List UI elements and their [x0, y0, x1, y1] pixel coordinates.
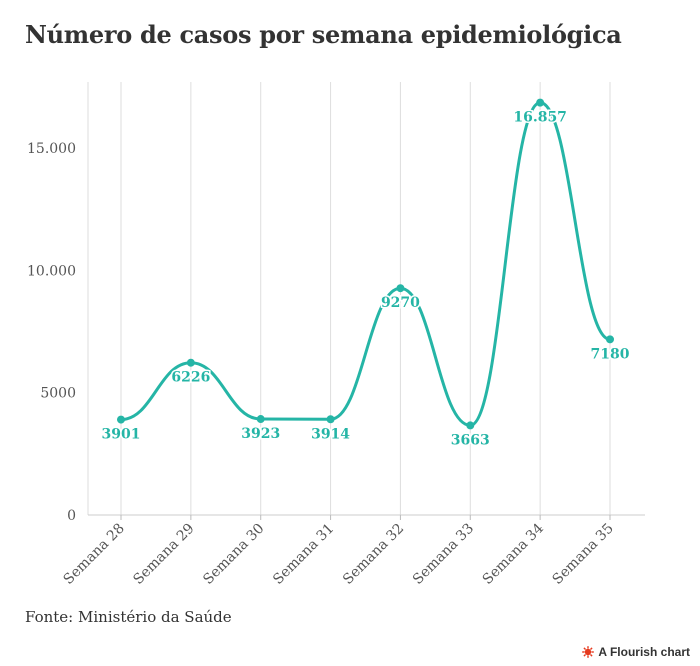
- flourish-credit[interactable]: A Flourish chart: [582, 645, 690, 659]
- x-tick-label: Semana 31: [270, 521, 337, 588]
- data-point: [186, 358, 195, 367]
- credit-icon-ray: [590, 647, 594, 651]
- data-label: 3914: [311, 426, 350, 442]
- source-note: Fonte: Ministério da Saúde: [25, 608, 232, 626]
- y-tick-label: 5000: [40, 386, 76, 402]
- y-axis: 0 5000 10.000 15.000: [27, 82, 89, 524]
- flourish-logo-icon: [582, 646, 595, 658]
- credit-icon-ray: [583, 653, 587, 657]
- data-labels: 3901 6226 3923 3914 9270 3663 16.857 7180: [100, 108, 631, 450]
- x-tick-label: Semana 32: [340, 521, 407, 588]
- data-label: 16.857: [513, 110, 567, 126]
- chart-title: Número de casos por semana epidemiológic…: [25, 20, 622, 49]
- data-point: [326, 415, 335, 424]
- data-point: [536, 98, 545, 107]
- x-tick-label: Semana 30: [200, 521, 267, 588]
- y-tick-label: 10.000: [27, 263, 76, 279]
- data-label: 3923: [241, 426, 280, 442]
- x-tick-label: Semana 35: [550, 521, 617, 588]
- x-tick-label: Semana 29: [130, 521, 197, 588]
- data-label: 3663: [451, 432, 490, 448]
- data-points: [117, 98, 614, 430]
- data-point: [466, 421, 475, 430]
- y-tick-label: 15.000: [27, 141, 76, 157]
- x-axis: Semana 28 Semana 29 Semana 30 Semana 31 Sema…: [61, 514, 645, 588]
- data-label: 9270: [381, 295, 420, 311]
- x-tick-label: Semana 28: [61, 521, 128, 588]
- data-label: 6226: [171, 370, 210, 386]
- credit-icon-ray: [590, 653, 594, 657]
- data-point: [256, 415, 265, 424]
- grid-lines: [120, 82, 611, 515]
- credit-icon-ray: [583, 647, 587, 651]
- credit-label: A Flourish chart: [598, 645, 690, 659]
- data-point: [117, 415, 125, 424]
- data-point: [396, 284, 405, 293]
- x-tick-label: Semana 33: [410, 521, 477, 588]
- x-tick-label: Semana 34: [480, 520, 547, 587]
- data-label: 7180: [591, 346, 630, 362]
- data-label: 3901: [102, 427, 141, 443]
- data-point: [606, 335, 614, 344]
- y-tick-label: 0: [67, 508, 76, 524]
